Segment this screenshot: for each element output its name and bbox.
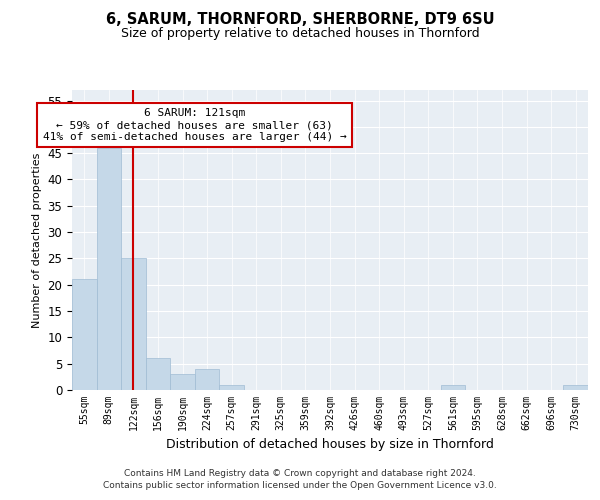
Text: 6, SARUM, THORNFORD, SHERBORNE, DT9 6SU: 6, SARUM, THORNFORD, SHERBORNE, DT9 6SU <box>106 12 494 28</box>
Bar <box>170 374 195 390</box>
Bar <box>146 358 170 390</box>
Text: Contains HM Land Registry data © Crown copyright and database right 2024.
Contai: Contains HM Land Registry data © Crown c… <box>103 468 497 490</box>
Bar <box>195 369 220 390</box>
Bar <box>220 384 244 390</box>
Bar <box>440 384 465 390</box>
Text: 6 SARUM: 121sqm
← 59% of detached houses are smaller (63)
41% of semi-detached h: 6 SARUM: 121sqm ← 59% of detached houses… <box>43 108 347 142</box>
Bar <box>72 280 97 390</box>
Bar <box>563 384 588 390</box>
Text: Size of property relative to detached houses in Thornford: Size of property relative to detached ho… <box>121 28 479 40</box>
X-axis label: Distribution of detached houses by size in Thornford: Distribution of detached houses by size … <box>166 438 494 452</box>
Bar <box>97 148 121 390</box>
Bar <box>121 258 146 390</box>
Y-axis label: Number of detached properties: Number of detached properties <box>32 152 42 328</box>
